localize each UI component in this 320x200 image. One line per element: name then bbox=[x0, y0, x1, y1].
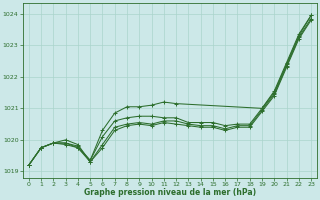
X-axis label: Graphe pression niveau de la mer (hPa): Graphe pression niveau de la mer (hPa) bbox=[84, 188, 256, 197]
